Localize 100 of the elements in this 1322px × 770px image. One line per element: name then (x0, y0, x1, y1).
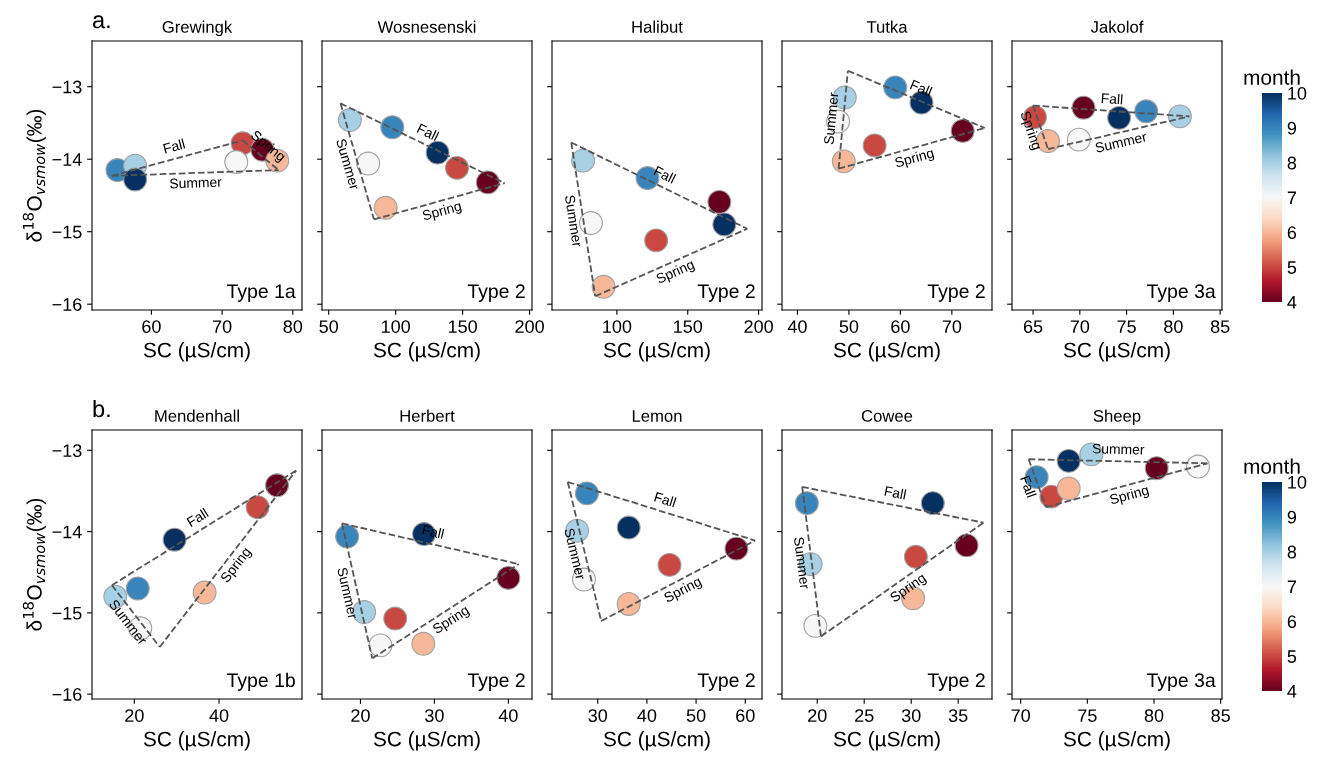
text: Spring (655, 258, 696, 287)
x-tick-label: 35 (948, 709, 968, 722)
x-tick-label: 75 (1117, 320, 1136, 333)
x-tick-label: 30 (901, 709, 921, 722)
y-tick-label: −14 (52, 525, 82, 539)
text: Summer (337, 567, 359, 620)
y-tick-label: −16 (52, 688, 82, 701)
series-label: Summer (169, 176, 222, 189)
x-tick-label: 80 (1144, 709, 1164, 722)
x-tick-label: 70 (942, 320, 962, 333)
y-axis-title: δ$^{18}$O$_{vsmow}$(‰) (22, 109, 46, 242)
x-tick-label: 50 (839, 320, 859, 333)
y-tick-label: −16 (52, 298, 82, 311)
x-axis-title: SC (µS/cm) (373, 731, 480, 751)
color-bar-label: 5 (1287, 261, 1297, 274)
series-label: Fall (1101, 92, 1123, 105)
x-tick-label: 60 (142, 320, 161, 333)
text: Fall (1020, 475, 1037, 498)
x-tick-label: 40 (498, 709, 518, 722)
y-axis-title: δ$^{18}$O$_{vsmow}$(‰) (22, 498, 46, 631)
x-axis-title: SC (µS/cm) (603, 731, 710, 751)
x-tick-label: 40 (637, 709, 657, 722)
x-tick-label: 40 (787, 320, 807, 333)
chart-title: Grewingk (162, 20, 233, 37)
x-tick-label: 200 (744, 320, 773, 333)
x-tick-label: 50 (319, 320, 339, 333)
x-tick-label: 60 (736, 709, 755, 722)
text: b. (93, 399, 110, 418)
x-axis-title: SC (µS/cm) (1063, 731, 1170, 751)
y-tick-label: −14 (52, 153, 82, 166)
color-bar-title: month (1244, 458, 1300, 474)
x-tick-label: 150 (448, 320, 477, 333)
annotation: Type 2 (927, 284, 985, 302)
color-bar-title: month (1244, 69, 1300, 85)
series-label: Summer (1092, 443, 1145, 455)
x-tick-label: 85 (1211, 709, 1230, 722)
x-tick-label: 200 (515, 320, 544, 333)
y-tick-label: −13 (52, 80, 82, 94)
text: Fall (162, 138, 186, 154)
x-tick-label: 25 (855, 709, 874, 722)
annotation: Type 2 (697, 284, 755, 302)
color-bar-label: 9 (1287, 121, 1297, 135)
color-bar-label: 4 (1287, 685, 1297, 698)
text: Spring (421, 200, 463, 224)
text: Fall (186, 507, 209, 528)
color-bar-label: 4 (1287, 296, 1297, 309)
annotation: Type 2 (697, 673, 755, 691)
annotation: Type 2 (467, 673, 525, 691)
text: Summer (1094, 131, 1148, 153)
x-axis-title: SC (µS/cm) (143, 342, 250, 362)
annotation: Type 3a (1146, 673, 1216, 691)
x-tick-label: 70 (1011, 709, 1030, 722)
chart-title: Halibut (632, 20, 683, 33)
text: Summer (564, 527, 586, 581)
text: Summer (793, 536, 810, 590)
x-tick-label: 20 (125, 709, 144, 722)
chart-title: Cowee (861, 410, 913, 422)
x-tick-label: 40 (209, 709, 229, 722)
chart-title: Sheep (1093, 409, 1141, 426)
x-tick-label: 100 (381, 320, 411, 333)
text: Summer (564, 194, 583, 248)
x-tick-label: 80 (283, 320, 303, 333)
text: Summer (335, 138, 360, 191)
x-tick-label: 30 (425, 709, 444, 722)
y-tick-label: −15 (52, 225, 82, 239)
color-bar-label: 8 (1287, 156, 1297, 170)
chart-title: Tutka (866, 20, 908, 33)
color-bar-label: 9 (1287, 510, 1297, 524)
color-bar-label: 6 (1287, 226, 1297, 240)
chart-title: Herbert (400, 409, 455, 422)
text: Fall (416, 123, 440, 142)
x-axis-title: SC (µS/cm) (373, 342, 480, 362)
annotation: Type 2 (927, 673, 985, 691)
x-tick-label: 20 (351, 709, 370, 722)
x-tick-label: 70 (212, 320, 232, 333)
text: Spring (894, 147, 935, 171)
color-bar-label: 10 (1288, 86, 1307, 100)
color-bar-label: 6 (1287, 615, 1297, 629)
x-axis-title: SC (µS/cm) (1063, 342, 1170, 362)
x-axis-title: SC (µS/cm) (833, 731, 940, 751)
x-axis-title: SC (µS/cm) (143, 731, 250, 751)
x-tick-label: 85 (1210, 320, 1230, 333)
x-axis-title: SC (µS/cm) (603, 342, 710, 362)
x-tick-label: 20 (808, 709, 827, 722)
color-bar-label: 7 (1287, 580, 1296, 594)
chart-title: Lemon (632, 410, 682, 422)
color-bar-label: 7 (1287, 191, 1296, 205)
color-bar-label: 5 (1287, 650, 1297, 663)
chart-title: Wosnesenski (377, 20, 476, 33)
text: Spring (1109, 484, 1150, 508)
y-tick-label: −13 (52, 444, 82, 458)
text: Fall (422, 524, 445, 539)
x-tick-label: 60 (891, 320, 910, 333)
annotation: Type 1a (226, 284, 296, 302)
x-axis-title: SC (µS/cm) (833, 342, 940, 362)
x-tick-label: 50 (686, 709, 706, 722)
text: Spring (1017, 110, 1043, 152)
chart-title: Mendenhall (155, 409, 239, 422)
text: Fall (653, 165, 677, 184)
x-tick-label: 30 (588, 709, 608, 722)
